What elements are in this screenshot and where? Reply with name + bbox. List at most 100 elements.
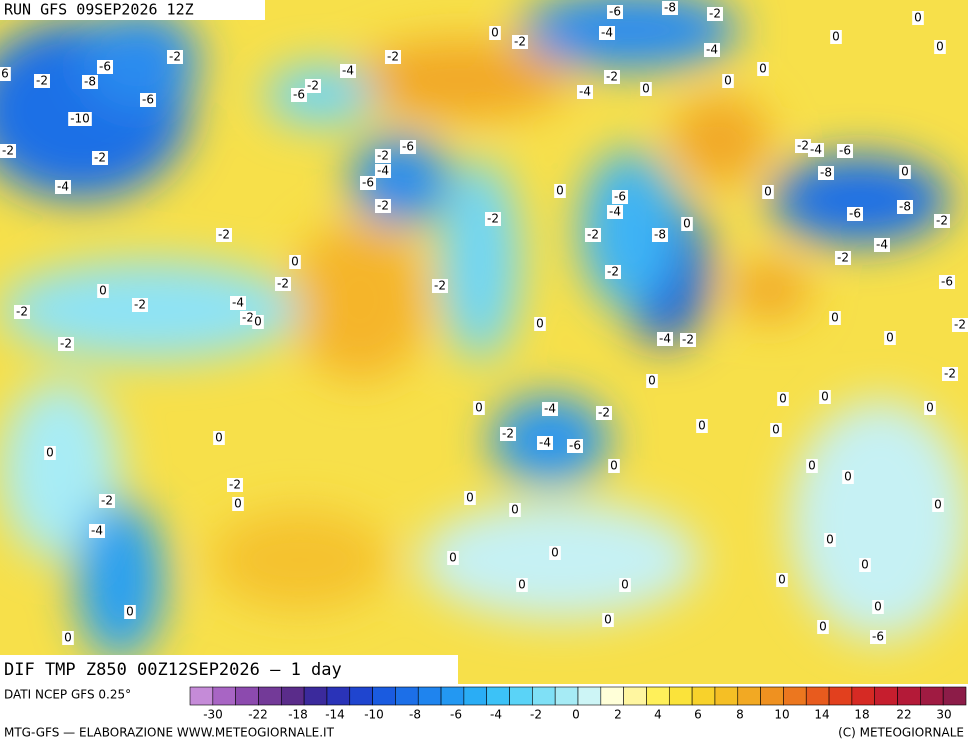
- contour-label-text: -4: [539, 436, 551, 450]
- contour-label-text: 0: [778, 573, 786, 587]
- contour-label-text: -4: [544, 402, 556, 416]
- contour-label-text: -2: [242, 311, 254, 325]
- contour-label-box: [360, 176, 376, 190]
- contour-label-text: 0: [934, 498, 942, 512]
- colorbar-swatch: [509, 686, 533, 706]
- contour-label-text: -6: [839, 144, 851, 158]
- contour-label-box: [607, 205, 623, 219]
- contour-label-box: [808, 143, 824, 157]
- contour-label-box: [485, 212, 501, 226]
- colorbar-swatch: [303, 686, 328, 706]
- colorbar-tick-label: 30: [936, 708, 951, 722]
- colorbar-swatch: [691, 686, 716, 706]
- contour-label: -2: [512, 35, 528, 49]
- contour-label-box: [899, 165, 911, 179]
- contour-label-text: 0: [808, 459, 816, 473]
- contour-label-box: [842, 470, 854, 484]
- contour-label-text: 0: [683, 217, 691, 231]
- contour-label-text: 0: [536, 317, 544, 331]
- contour-label-box: [762, 185, 774, 199]
- contour-label-text: -6: [569, 439, 581, 453]
- colorbar-swatch: [897, 686, 921, 706]
- contour-label-text: 0: [99, 284, 107, 298]
- contour-label-text: 0: [215, 431, 223, 445]
- contour-label: -2: [385, 50, 401, 64]
- contour-label-box: [777, 392, 789, 406]
- contour-label: -2: [596, 406, 612, 420]
- header-box: [0, 0, 265, 20]
- colorbar-tick-label: -6: [450, 708, 462, 722]
- colorbar-swatch: [280, 686, 305, 706]
- contour-label: -4: [874, 238, 890, 252]
- contour-label: -10: [68, 112, 92, 126]
- map-field: [0, 0, 968, 684]
- contour-label-text: 0: [551, 546, 559, 560]
- contour-label: -4: [607, 205, 623, 219]
- contour-label: -2: [216, 228, 232, 242]
- contour-label-text: 0: [861, 558, 869, 572]
- contour-label-text: 0: [648, 374, 656, 388]
- contour-label-box: [305, 79, 321, 93]
- contour-label: 0: [534, 317, 546, 331]
- contour-label: 0: [829, 311, 841, 325]
- contour-label: -6: [140, 93, 156, 107]
- colorbar-swatch: [760, 686, 784, 706]
- contour-label-text: 0: [901, 165, 909, 179]
- contour-label: 0: [619, 578, 631, 592]
- contour-label-text: -6: [402, 140, 414, 154]
- contour-label-box: [340, 64, 356, 78]
- contour-label-text: -6: [849, 207, 861, 221]
- contour-label-text: -6: [872, 630, 884, 644]
- contour-label-text: -8: [84, 75, 96, 89]
- contour-label-text: -2: [2, 144, 14, 158]
- colorbar-tick-label: -22: [248, 708, 268, 722]
- contour-label-box: [829, 311, 841, 325]
- colorbar-swatch: [737, 686, 761, 706]
- contour-label: 0: [554, 184, 566, 198]
- contour-label-box: [607, 5, 623, 19]
- contour-label: -6: [291, 88, 307, 102]
- contour-label-box: [489, 26, 501, 40]
- contour-label: -4: [89, 524, 105, 538]
- contour-label-text: -6: [941, 275, 953, 289]
- contour-label: -2: [227, 478, 243, 492]
- contour-label-box: [707, 7, 723, 21]
- contour-label: -4: [537, 436, 553, 450]
- contour-label: 0: [473, 401, 485, 415]
- contour-label-box: [681, 217, 693, 231]
- contour-label-text: -2: [607, 265, 619, 279]
- contour-label-box: [44, 446, 56, 460]
- title-box: [0, 655, 458, 684]
- contour-label-text: 0: [126, 605, 134, 619]
- contour-label-box: [512, 35, 528, 49]
- contour-label-box: [817, 620, 829, 634]
- contour-label-text: -2: [837, 251, 849, 265]
- contour-label-text: 0: [914, 11, 922, 25]
- contour-label-box: [612, 190, 628, 204]
- colorbar-swatch: [554, 686, 579, 706]
- contour-label-box: [58, 337, 74, 351]
- colorbar-swatch: [212, 686, 236, 706]
- colorbar-tick-label: -10: [364, 708, 384, 722]
- colorbar-swatch: [486, 686, 510, 706]
- contour-label-text: 0: [254, 315, 262, 329]
- contour-label-text: -6: [614, 190, 626, 204]
- colorbar-tick-label: -2: [530, 708, 542, 722]
- contour-label-text: -2: [944, 367, 956, 381]
- contour-label-text: -2: [487, 212, 499, 226]
- contour-label: 0: [602, 613, 614, 627]
- contour-label-box: [97, 284, 109, 298]
- contour-label-text: -6: [142, 93, 154, 107]
- contour-label-text: -4: [810, 143, 822, 157]
- contour-label-box: [400, 140, 416, 154]
- contour-label-box: [447, 551, 459, 565]
- contour-label-box: [213, 431, 225, 445]
- contour-label: -2: [795, 139, 811, 153]
- contour-label-box: [596, 406, 612, 420]
- contour-label-text: 0: [821, 390, 829, 404]
- contour-label: -2: [375, 149, 391, 163]
- contour-label-box: [818, 166, 834, 180]
- contour-label: 0: [97, 284, 109, 298]
- contour-label-text: -2: [797, 139, 809, 153]
